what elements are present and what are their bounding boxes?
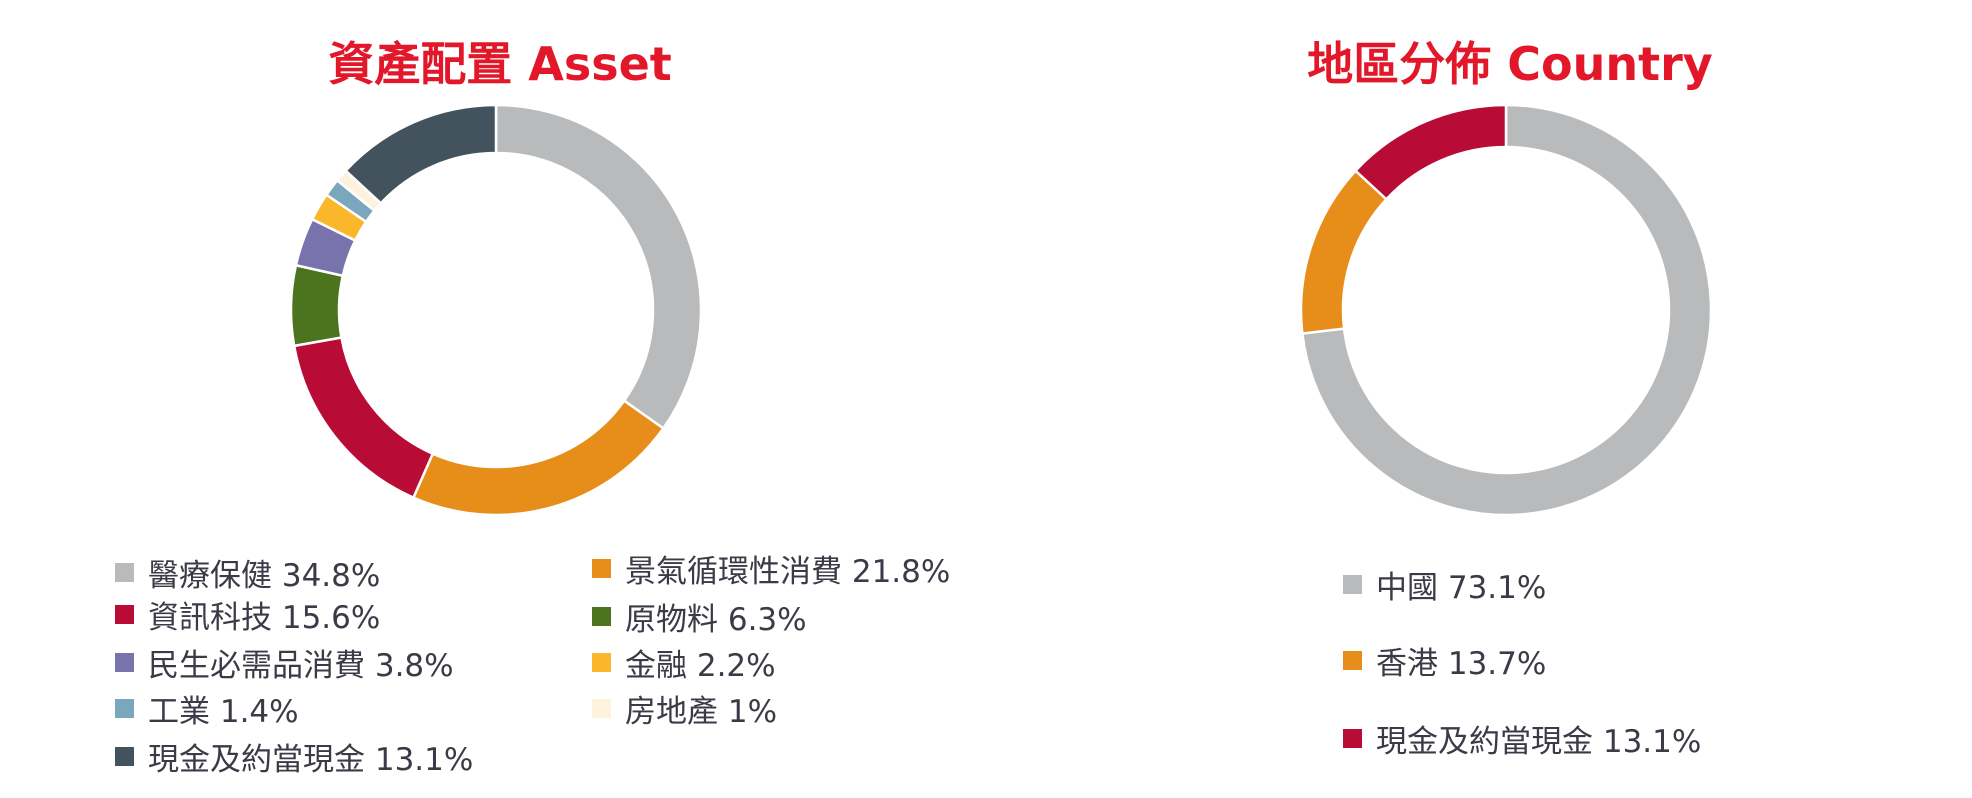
asset-slice-8 [343, 103, 498, 206]
asset-legend-label: 醫療保健 34.8% [148, 557, 381, 594]
asset-legend-swatch [592, 558, 611, 578]
country-legend-item-hong-kong: 香港 13.7% [1343, 640, 1547, 682]
country-legend-swatch [1343, 650, 1362, 670]
asset-legend-label: 民生必需品消費 3.8% [148, 647, 454, 684]
asset-legend-swatch [115, 746, 134, 766]
asset-legend-item-real-estate: 房地產 1% [592, 688, 778, 730]
asset-legend-swatch [592, 606, 611, 626]
asset-legend-item-materials: 原物料 6.3% [592, 596, 807, 638]
country-slice-1 [1299, 168, 1389, 335]
asset-legend-item-it: 資訊科技 15.6% [115, 594, 381, 636]
asset-legend-swatch [592, 652, 611, 672]
asset-chart-title: 資產配置 Asset [328, 37, 672, 91]
asset-legend-item-industrials: 工業 1.4% [115, 688, 299, 730]
asset-legend-swatch [115, 698, 134, 718]
asset-legend-item-financials: 金融 2.2% [592, 642, 776, 684]
country-slice-0 [1300, 103, 1713, 517]
asset-legend-swatch [115, 604, 134, 624]
asset-legend-label: 原物料 6.3% [625, 601, 807, 638]
country-legend-label: 中國 73.1% [1376, 569, 1547, 606]
country-legend-swatch [1343, 574, 1362, 594]
asset-legend-item-healthcare: 醫療保健 34.8% [115, 552, 381, 594]
asset-legend-label: 現金及約當現金 13.1% [148, 741, 474, 778]
country-legend-swatch [1343, 728, 1362, 748]
asset-legend-item-consumer-staples: 民生必需品消費 3.8% [115, 642, 454, 684]
country-legend-item-cash: 現金及約當現金 13.1% [1343, 718, 1702, 760]
country-legend-label: 現金及約當現金 13.1% [1376, 723, 1702, 760]
asset-legend-swatch [115, 562, 134, 582]
asset-slice-0 [494, 103, 703, 431]
asset-legend-swatch [115, 652, 134, 672]
asset-legend-label: 景氣循環性消費 21.8% [625, 553, 951, 590]
country-chart-title: 地區分佈 Country [1307, 37, 1713, 91]
asset-legend-item-cash: 現金及約當現金 13.1% [115, 736, 474, 778]
asset-legend-label: 房地產 1% [625, 693, 778, 730]
asset-legend-label: 金融 2.2% [625, 647, 776, 684]
country-legend-label: 香港 13.7% [1376, 645, 1547, 682]
asset-legend-label: 工業 1.4% [148, 693, 299, 730]
asset-legend-item-consumer-discretionary: 景氣循環性消費 21.8% [592, 548, 951, 590]
asset-legend-label: 資訊科技 15.6% [148, 599, 381, 636]
country-slice-2 [1353, 103, 1508, 202]
asset-legend-swatch [592, 698, 611, 718]
country-legend-item-china: 中國 73.1% [1343, 564, 1547, 606]
